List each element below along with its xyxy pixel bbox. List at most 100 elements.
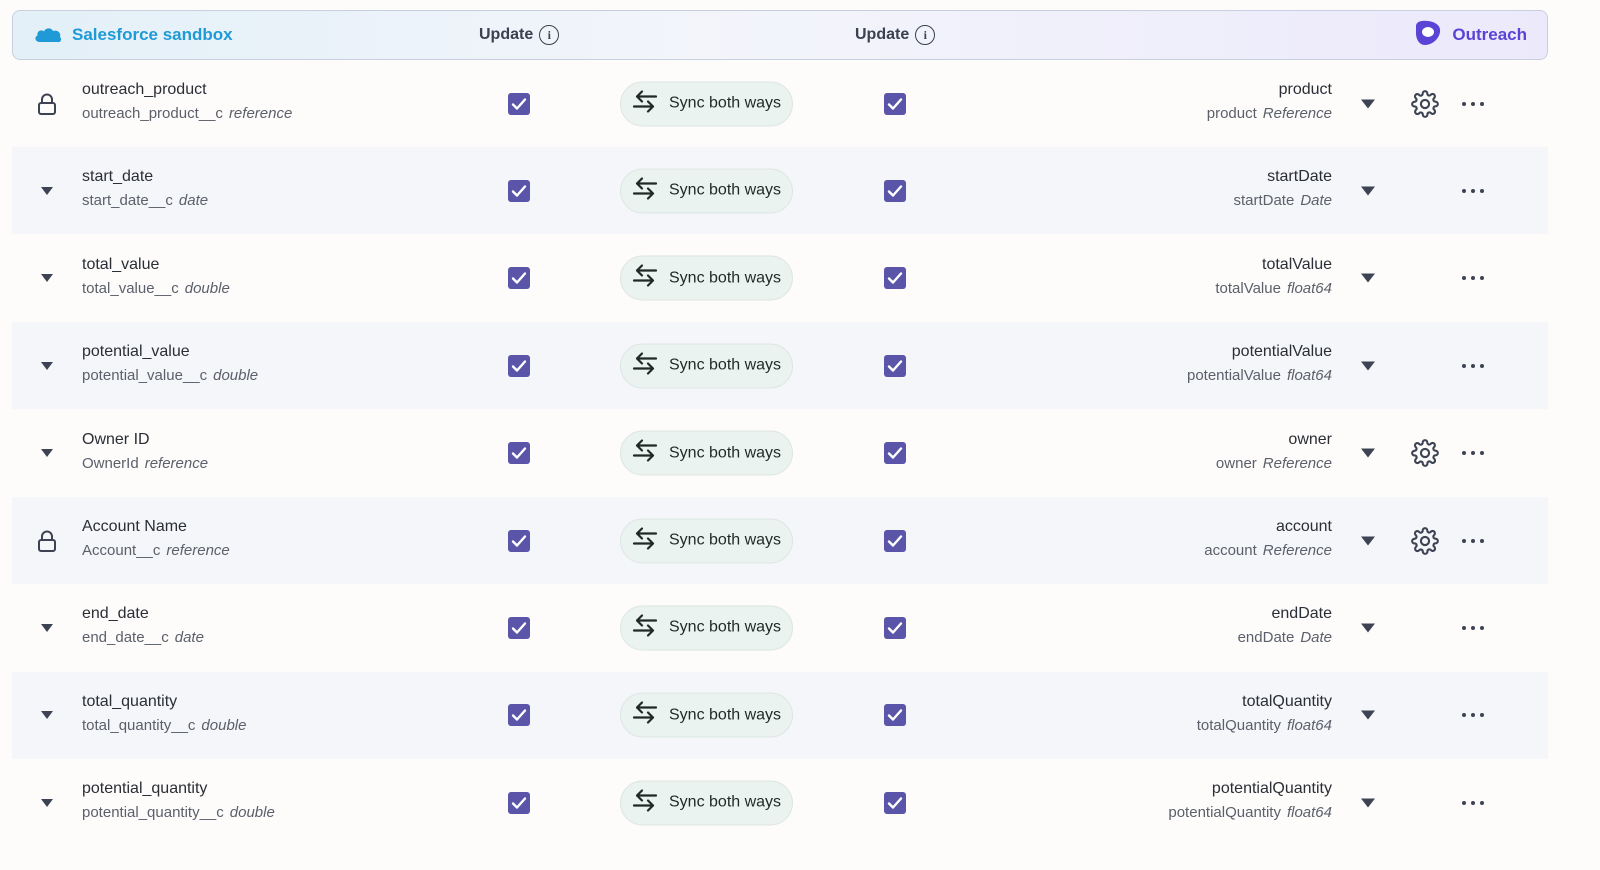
target-field-name: startDate bbox=[1267, 168, 1332, 186]
sync-direction-button[interactable]: Sync both ways bbox=[620, 343, 793, 389]
target-field-api-name: totalValue bbox=[1215, 279, 1281, 297]
target-update-checkbox[interactable] bbox=[884, 354, 906, 377]
target-update-checkbox[interactable] bbox=[884, 442, 906, 465]
sync-both-ways-icon bbox=[631, 612, 659, 643]
field-mapping-row: Owner ID OwnerId reference Sync both ways ow… bbox=[12, 410, 1548, 497]
target-app-header: Outreach bbox=[1412, 11, 1527, 59]
target-update-label: Update bbox=[855, 26, 910, 43]
sync-direction-button[interactable]: Sync both ways bbox=[620, 255, 793, 301]
lock-icon bbox=[37, 530, 57, 552]
target-field-api: potentialValue float64 bbox=[1187, 367, 1332, 384]
expand-caret-icon[interactable] bbox=[37, 355, 57, 377]
target-field-dropdown-icon[interactable] bbox=[1361, 361, 1375, 371]
target-field-dropdown-icon[interactable] bbox=[1361, 273, 1375, 283]
expand-caret-icon[interactable] bbox=[37, 180, 57, 202]
info-icon[interactable]: i bbox=[539, 25, 560, 45]
source-update-checkbox[interactable] bbox=[508, 529, 530, 552]
more-options-icon[interactable] bbox=[1462, 274, 1484, 282]
sync-direction-button[interactable]: Sync both ways bbox=[620, 168, 793, 214]
sync-direction-label: Sync both ways bbox=[669, 356, 782, 374]
target-field-api: startDate Date bbox=[1233, 192, 1332, 209]
more-options-icon[interactable] bbox=[1462, 100, 1484, 108]
source-update-checkbox[interactable] bbox=[508, 442, 530, 465]
target-update-checkbox[interactable] bbox=[884, 704, 906, 727]
target-field-name: totalQuantity bbox=[1242, 692, 1332, 710]
target-field-name: owner bbox=[1288, 430, 1332, 448]
source-field-api-name: outreach_product__c bbox=[82, 105, 223, 122]
lock-icon bbox=[37, 93, 57, 115]
expand-caret-icon[interactable] bbox=[37, 792, 57, 814]
target-field-type: float64 bbox=[1286, 279, 1332, 297]
source-field-api: total_value__c double bbox=[82, 280, 230, 297]
source-field-api: potential_value__c double bbox=[82, 367, 258, 384]
source-field-api: start_date__c date bbox=[82, 192, 208, 209]
target-field-dropdown-icon[interactable] bbox=[1361, 186, 1375, 196]
source-field-name: end_date bbox=[82, 605, 149, 623]
sync-direction-button[interactable]: Sync both ways bbox=[620, 692, 793, 738]
sync-direction-label: Sync both ways bbox=[669, 618, 782, 636]
target-field-type: Date bbox=[1300, 192, 1332, 210]
source-field-name: start_date bbox=[82, 168, 154, 186]
source-update-checkbox[interactable] bbox=[508, 791, 530, 814]
sync-direction-button[interactable]: Sync both ways bbox=[620, 430, 793, 476]
target-field-type: float64 bbox=[1286, 367, 1332, 385]
target-field-dropdown-icon[interactable] bbox=[1361, 448, 1375, 458]
more-options-icon[interactable] bbox=[1462, 449, 1484, 457]
sync-direction-label: Sync both ways bbox=[669, 269, 782, 287]
source-update-checkbox[interactable] bbox=[508, 354, 530, 377]
source-update-checkbox[interactable] bbox=[508, 92, 530, 115]
expand-caret-icon[interactable] bbox=[37, 617, 57, 639]
more-options-icon[interactable] bbox=[1462, 624, 1484, 632]
source-field-api-name: total_value__c bbox=[82, 279, 179, 297]
expand-caret-icon[interactable] bbox=[37, 704, 57, 726]
field-mapping-row: Account Name Account__c reference Sync both… bbox=[12, 497, 1548, 584]
expand-caret-icon[interactable] bbox=[37, 442, 57, 464]
more-options-icon[interactable] bbox=[1462, 362, 1484, 370]
target-update-checkbox[interactable] bbox=[884, 616, 906, 639]
sync-both-ways-icon bbox=[631, 787, 659, 818]
more-options-icon[interactable] bbox=[1462, 187, 1484, 195]
sync-direction-button[interactable]: Sync both ways bbox=[620, 780, 793, 826]
expand-caret-icon[interactable] bbox=[37, 267, 57, 289]
target-update-checkbox[interactable] bbox=[884, 92, 906, 115]
target-app-title: Outreach bbox=[1452, 25, 1527, 44]
target-field-dropdown-icon[interactable] bbox=[1361, 623, 1375, 633]
source-field-name: potential_quantity bbox=[82, 780, 208, 798]
target-field-type: float64 bbox=[1286, 716, 1332, 734]
source-update-checkbox[interactable] bbox=[508, 616, 530, 639]
sync-direction-label: Sync both ways bbox=[669, 531, 782, 549]
target-update-checkbox[interactable] bbox=[884, 791, 906, 814]
source-update-label: Update bbox=[479, 26, 534, 43]
target-field-api: endDate Date bbox=[1238, 629, 1332, 646]
source-update-checkbox[interactable] bbox=[508, 267, 530, 290]
target-field-dropdown-icon[interactable] bbox=[1361, 536, 1375, 545]
source-update-checkbox[interactable] bbox=[508, 704, 530, 727]
source-field-type: date bbox=[178, 192, 209, 210]
more-options-icon[interactable] bbox=[1462, 799, 1484, 807]
more-options-icon[interactable] bbox=[1462, 537, 1484, 545]
sync-direction-label: Sync both ways bbox=[669, 706, 782, 724]
salesforce-logo-icon bbox=[33, 24, 63, 46]
target-field-api-name: endDate bbox=[1237, 629, 1295, 647]
info-icon[interactable]: i bbox=[915, 25, 936, 45]
target-update-checkbox[interactable] bbox=[884, 267, 906, 290]
target-update-checkbox[interactable] bbox=[884, 529, 906, 552]
target-field-dropdown-icon[interactable] bbox=[1361, 710, 1375, 720]
target-field-dropdown-icon[interactable] bbox=[1361, 99, 1375, 108]
sync-direction-button[interactable]: Sync both ways bbox=[620, 518, 793, 563]
gear-icon[interactable] bbox=[1411, 89, 1439, 118]
sync-both-ways-icon bbox=[631, 175, 659, 206]
sync-direction-button[interactable]: Sync both ways bbox=[620, 605, 793, 651]
sync-direction-button[interactable]: Sync both ways bbox=[620, 81, 793, 126]
gear-icon[interactable] bbox=[1411, 526, 1439, 555]
source-update-checkbox[interactable] bbox=[508, 179, 530, 202]
source-field-name: Account Name bbox=[82, 518, 187, 535]
more-options-icon[interactable] bbox=[1462, 711, 1484, 719]
sync-both-ways-icon bbox=[631, 438, 659, 469]
source-field-type: reference bbox=[144, 454, 209, 472]
target-field-dropdown-icon[interactable] bbox=[1361, 798, 1375, 808]
source-field-type: double bbox=[201, 716, 247, 734]
target-update-checkbox[interactable] bbox=[884, 179, 906, 202]
source-field-name: total_value bbox=[82, 255, 160, 273]
gear-icon[interactable] bbox=[1411, 439, 1439, 467]
